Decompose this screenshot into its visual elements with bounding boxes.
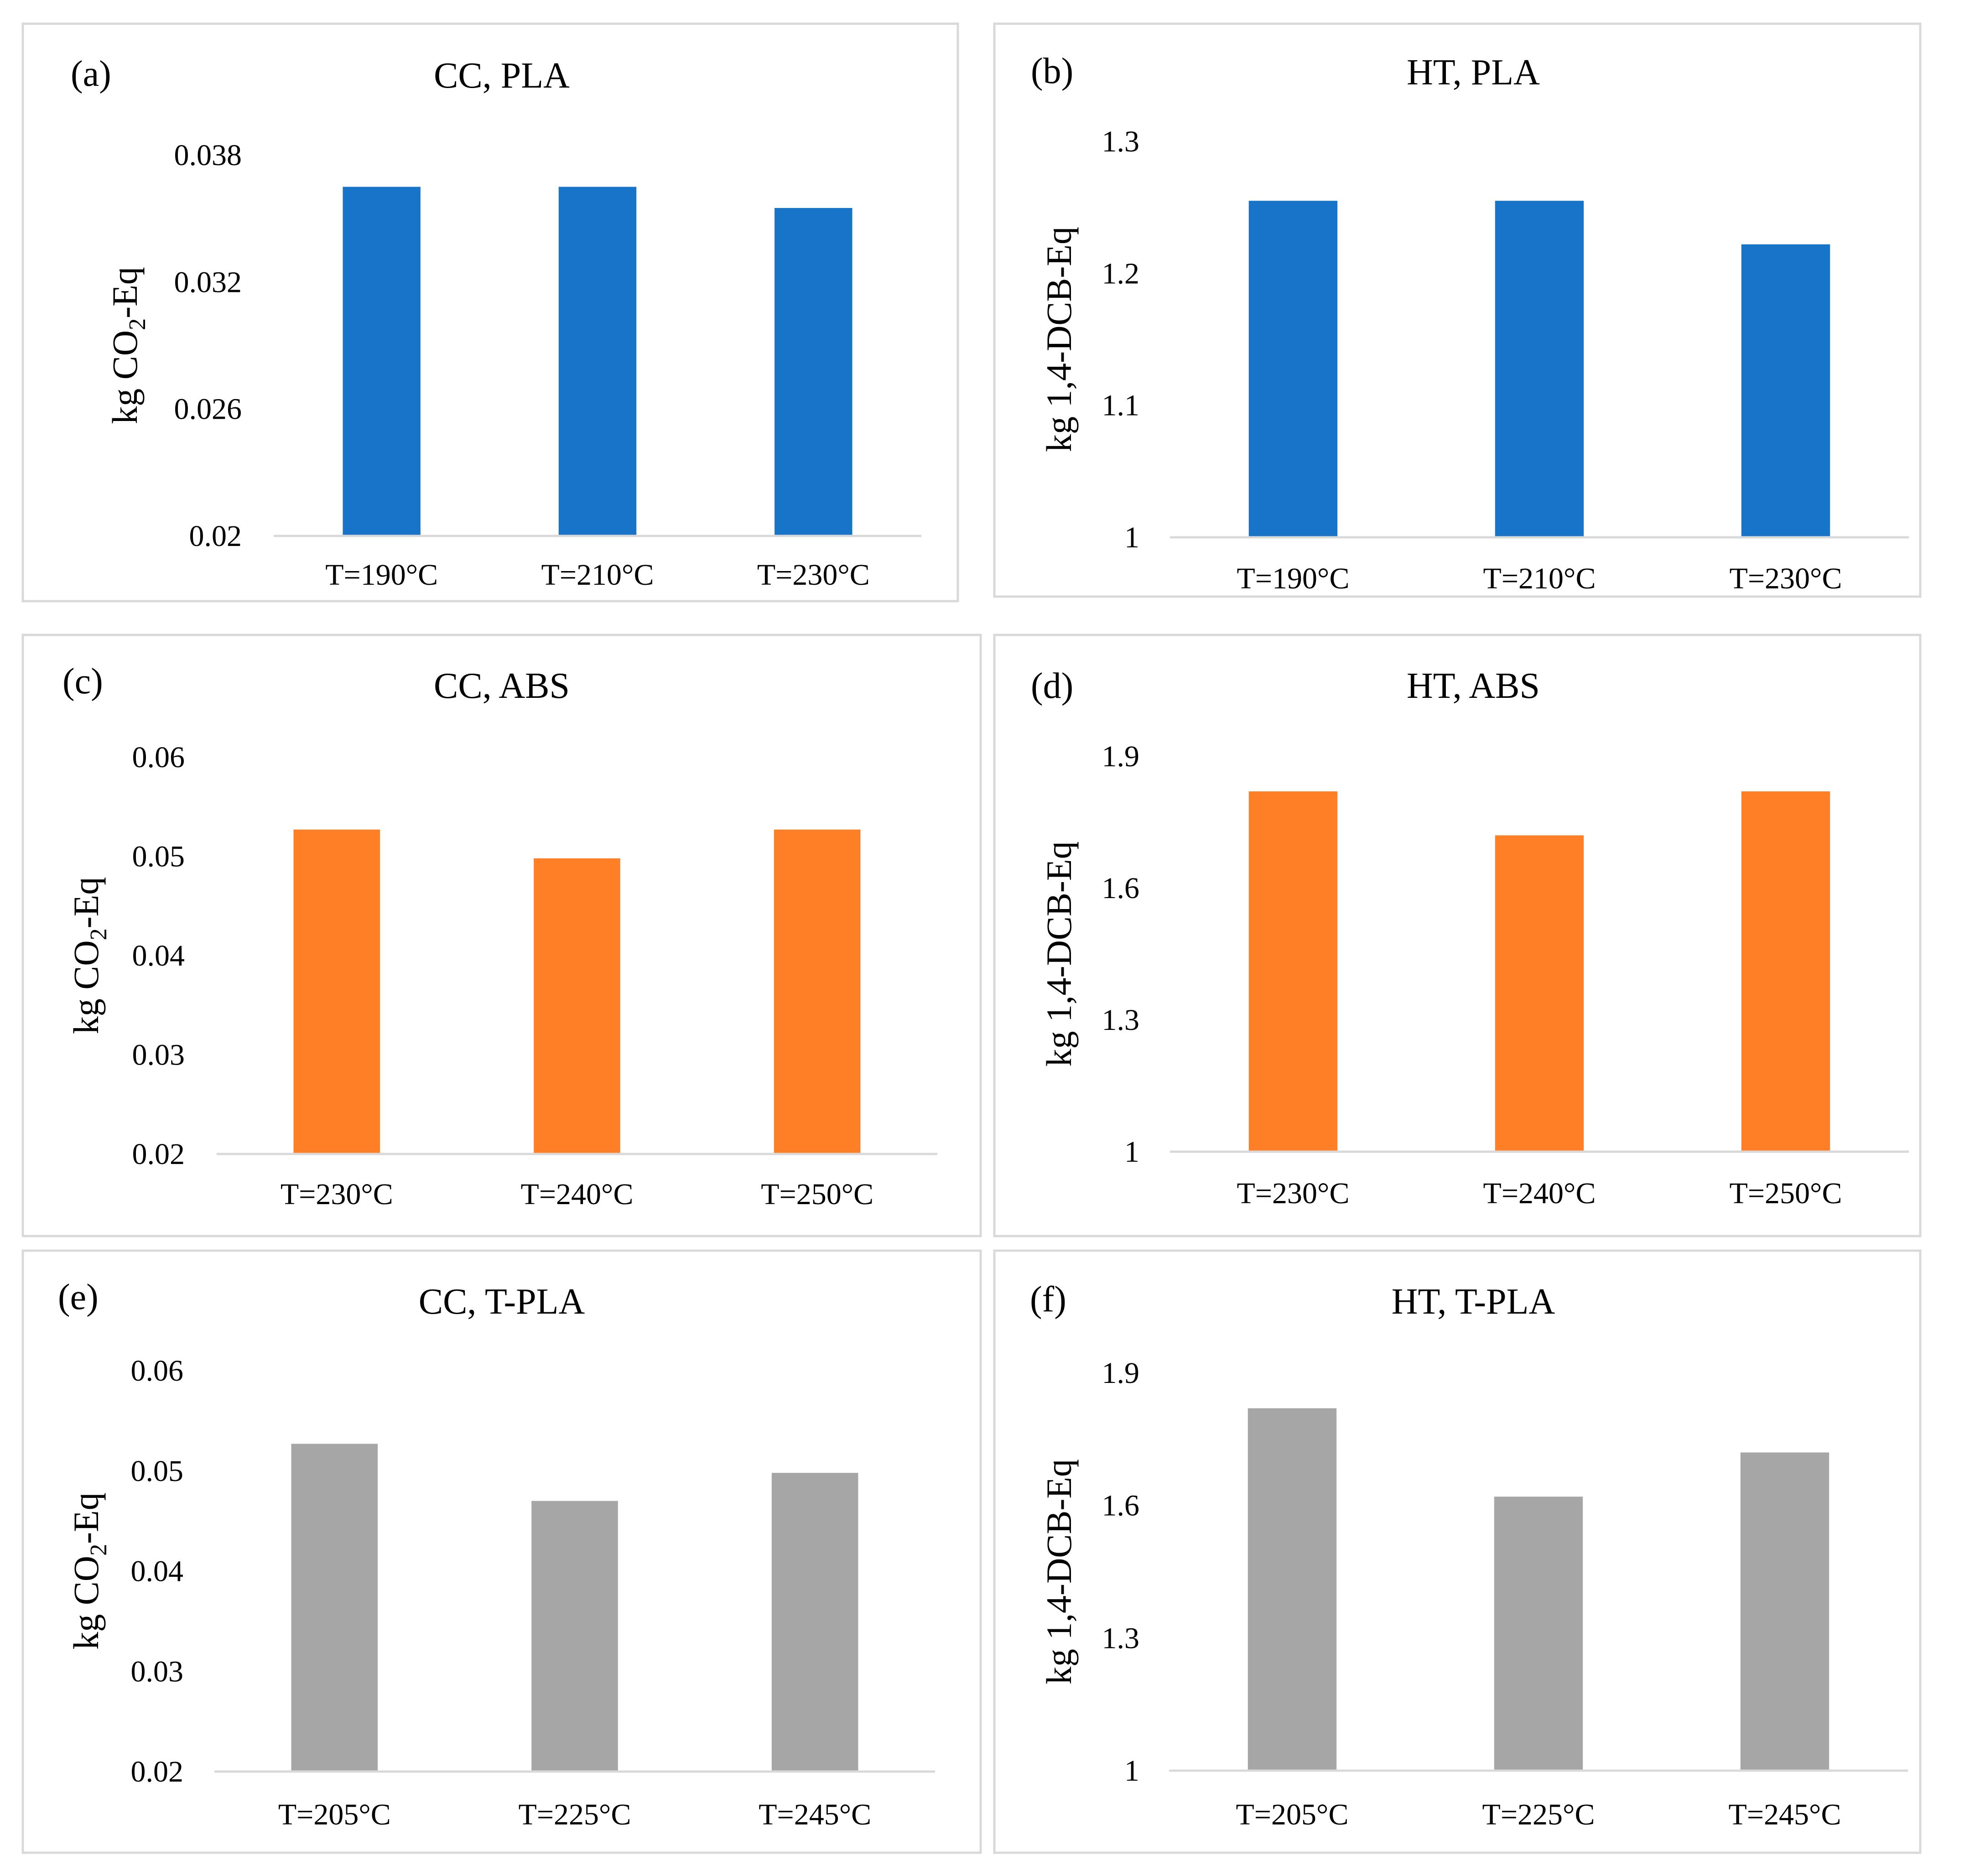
y-axis-label-part: kg 1,4-DCB-Eq xyxy=(1039,227,1079,452)
y-axis-label: kg CO2-Eq xyxy=(66,877,112,1034)
panel-label: (b) xyxy=(1031,51,1073,91)
y-axis-label-part: -Eq xyxy=(66,877,106,929)
y-tick-label: 1.2 xyxy=(1102,257,1140,290)
x-tick-label: T=240°C xyxy=(521,1178,634,1211)
y-tick-label: 0.02 xyxy=(131,1755,184,1788)
x-tick-label: T=250°C xyxy=(761,1178,873,1211)
y-axis-label-part: kg CO xyxy=(66,940,106,1034)
y-tick-label: 1.9 xyxy=(1102,740,1140,773)
chart-title: CC, PLA xyxy=(434,56,570,96)
bar xyxy=(1248,791,1338,1152)
y-axis-label-part: -Eq xyxy=(66,1492,106,1544)
y-tick-label: 0.038 xyxy=(174,139,242,172)
panel-label: (c) xyxy=(62,661,103,702)
y-tick-label: 1.6 xyxy=(1102,872,1140,905)
y-tick-label: 1.3 xyxy=(1102,1003,1140,1037)
y-axis-label-part: kg 1,4-DCB-Eq xyxy=(1039,1459,1079,1684)
y-axis-label: kg CO2-Eq xyxy=(105,267,151,424)
y-axis-label-part: kg CO xyxy=(105,330,145,424)
panel-label: (d) xyxy=(1031,666,1073,706)
y-axis-label: kg 1,4-DCB-Eq xyxy=(1039,1459,1079,1684)
bar xyxy=(531,1501,618,1772)
y-tick-label: 0.04 xyxy=(131,1555,184,1588)
x-tick-label: T=205°C xyxy=(278,1798,391,1831)
chart-panel-c: (c) CC, ABS 0.02 0.03 0.04 0.05 0.06 T=230°C T=2… xyxy=(21,634,982,1237)
x-tick-label: T=205°C xyxy=(1236,1798,1349,1831)
chart-title: HT, ABS xyxy=(1407,666,1540,706)
chart-title: CC, ABS xyxy=(434,666,570,706)
x-tick-label: T=210°C xyxy=(1483,562,1596,595)
y-axis-label-subscript: 2 xyxy=(86,1544,112,1556)
y-tick-label: 0.06 xyxy=(132,741,185,774)
bar xyxy=(1247,1408,1337,1771)
chart-title: CC, T-PLA xyxy=(419,1282,585,1322)
y-tick-label: 0.05 xyxy=(132,840,185,873)
y-tick-label: 1 xyxy=(1124,1754,1139,1788)
bar xyxy=(1248,201,1338,537)
bar xyxy=(1740,1452,1829,1771)
y-axis-label: kg 1,4-DCB-Eq xyxy=(1039,227,1079,452)
y-axis-label-subscript: 2 xyxy=(86,928,112,940)
chart-panel-d: (d) HT, ABS 1 1.3 1.6 1.9 T=230°C T=240°C T=250°… xyxy=(993,634,1922,1237)
y-tick-label: 0.02 xyxy=(132,1138,185,1171)
chart-panel-a: (a) CC, PLA 0.02 0.026 0.032 0.038 T=190°C T=21… xyxy=(21,22,959,603)
y-axis-label-part: kg CO xyxy=(66,1556,106,1650)
y-axis-label: kg 1,4-DCB-Eq xyxy=(1039,842,1079,1067)
y-axis-label: kg CO2-Eq xyxy=(66,1492,112,1649)
chart-panel-f: (f) HT, T-PLA 1 1.3 1.6 1.9 T=205°C T=225°C T=24… xyxy=(993,1249,1922,1854)
x-tick-label: T=250°C xyxy=(1730,1177,1842,1210)
y-tick-label: 0.032 xyxy=(174,265,242,299)
chart-panel-e: (e) CC, T-PLA 0.02 0.03 0.04 0.05 0.06 T=205°C T… xyxy=(21,1249,982,1854)
bar xyxy=(771,1473,858,1772)
bar xyxy=(774,829,861,1154)
y-tick-label: 0.02 xyxy=(189,520,242,553)
y-tick-label: 0.05 xyxy=(131,1455,184,1488)
bar xyxy=(1741,244,1830,537)
bar xyxy=(293,829,380,1154)
x-tick-label: T=230°C xyxy=(1730,562,1842,595)
x-tick-label: T=210°C xyxy=(541,558,654,592)
chart-title: HT, T-PLA xyxy=(1392,1282,1555,1322)
chart-panel-b: (b) HT, PLA 1 1.1 1.2 1.3 T=190°C T=210°C T=230°… xyxy=(993,22,1922,598)
bar xyxy=(1494,1497,1583,1771)
bar xyxy=(558,187,637,536)
x-tick-label: T=225°C xyxy=(519,1798,631,1831)
x-tick-label: T=245°C xyxy=(759,1798,871,1831)
x-tick-label: T=245°C xyxy=(1729,1798,1841,1831)
chart-title: HT, PLA xyxy=(1407,52,1540,93)
bar xyxy=(291,1444,378,1772)
x-tick-label: T=240°C xyxy=(1483,1177,1596,1210)
x-tick-label: T=230°C xyxy=(757,558,870,592)
bar xyxy=(343,187,421,536)
y-tick-label: 1.6 xyxy=(1102,1489,1140,1523)
bar xyxy=(1495,201,1584,537)
panel-label: (f) xyxy=(1030,1279,1066,1320)
x-tick-label: T=190°C xyxy=(325,558,438,592)
panel-label: (a) xyxy=(71,54,111,94)
x-tick-label: T=230°C xyxy=(281,1178,393,1211)
y-tick-label: 1 xyxy=(1124,1135,1139,1169)
y-tick-label: 0.06 xyxy=(131,1354,184,1388)
y-tick-label: 1.3 xyxy=(1102,125,1140,158)
bar xyxy=(1741,791,1830,1152)
x-tick-label: T=225°C xyxy=(1482,1798,1595,1831)
panel-label: (e) xyxy=(58,1277,99,1317)
bar xyxy=(774,208,852,536)
x-tick-label: T=190°C xyxy=(1237,562,1350,595)
y-axis-label-part: kg 1,4-DCB-Eq xyxy=(1039,842,1079,1067)
y-tick-label: 1.3 xyxy=(1102,1621,1140,1655)
y-axis-label-part: -Eq xyxy=(105,267,145,318)
y-tick-label: 1 xyxy=(1124,521,1139,554)
y-axis-label-subscript: 2 xyxy=(125,318,151,330)
y-tick-label: 1.9 xyxy=(1102,1356,1140,1390)
x-tick-label: T=230°C xyxy=(1237,1177,1350,1210)
y-tick-label: 0.04 xyxy=(132,939,185,972)
y-tick-label: 0.03 xyxy=(132,1039,185,1072)
bar xyxy=(1495,835,1584,1152)
y-tick-label: 1.1 xyxy=(1102,389,1140,422)
y-tick-label: 0.026 xyxy=(174,393,242,426)
y-tick-label: 0.03 xyxy=(131,1655,184,1688)
bar xyxy=(534,858,620,1154)
